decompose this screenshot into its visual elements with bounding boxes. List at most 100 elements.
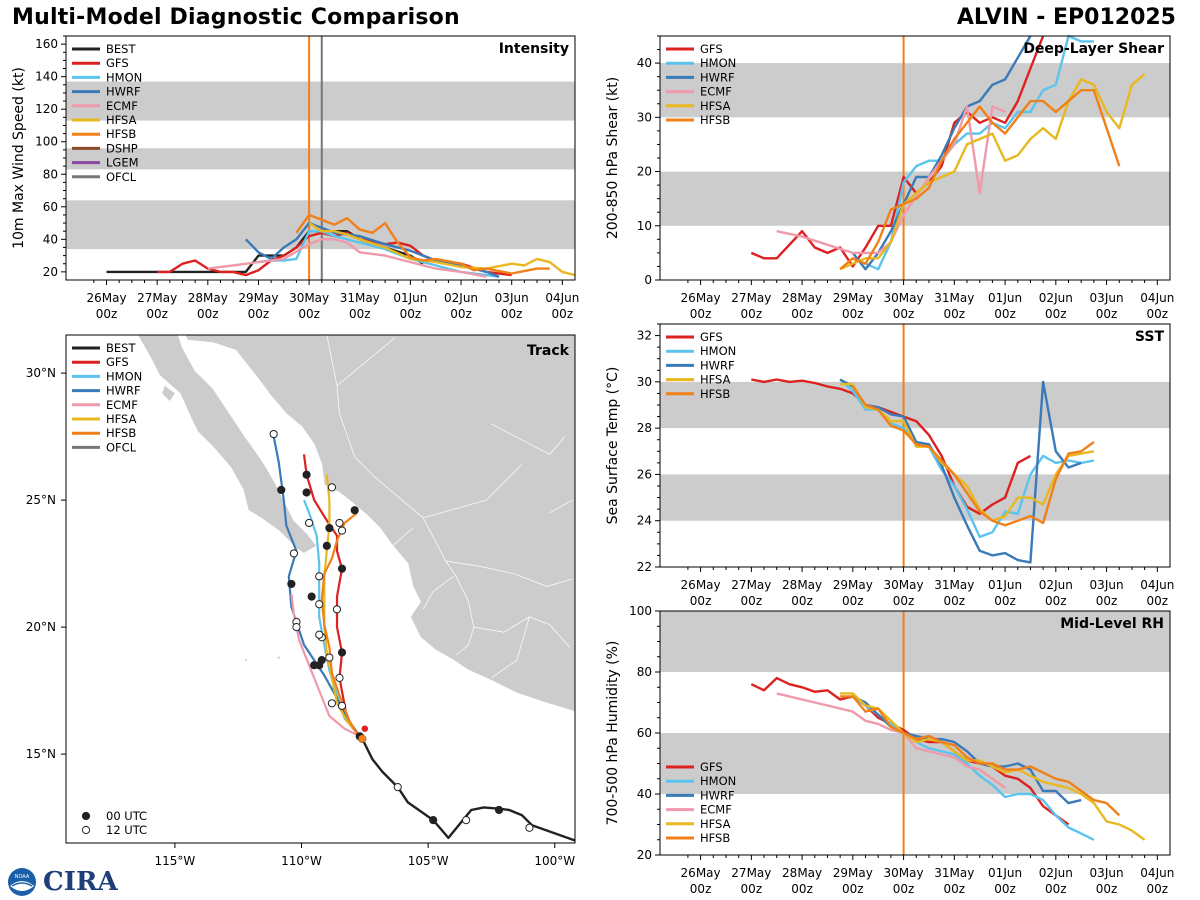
sst-x-tick-label: 00z: [994, 594, 1016, 608]
rh-x-tick-label: 29May: [833, 866, 873, 880]
shear-series-ecmf: [776, 105, 1006, 255]
intensity-x-tick-label: 00z: [450, 307, 472, 321]
track-position-marker: [332, 605, 342, 614]
shear-x-tick-label: 02Jun: [1039, 291, 1073, 305]
rh-panel-title: Mid-Level RH: [1060, 616, 1164, 632]
shear-x-tick-label: 00z: [791, 307, 813, 321]
shear-x-tick-label: 00z: [944, 307, 966, 321]
intensity-x-tick-label: 00z: [197, 307, 219, 321]
intensity-x-tick-label: 28May: [188, 291, 228, 305]
track-y-tick-label: 25°N: [26, 493, 56, 507]
sst-y-tick-label: 22: [637, 560, 652, 574]
rh-x-tick-label: 00z: [1096, 882, 1118, 896]
track-marker-legend-symbol: [81, 811, 91, 821]
track-position-marker: [350, 506, 359, 515]
intensity-y-tick-label: 60: [43, 200, 58, 214]
intensity-x-tick-label: 03Jun: [495, 291, 529, 305]
intensity-x-tick-label: 00z: [248, 307, 270, 321]
sst-legend-label: HFSA: [700, 373, 731, 387]
shear-x-tick-label: 00z: [842, 307, 864, 321]
shear-x-tick-label: 26May: [681, 291, 721, 305]
track-x-tick-label: 115°W: [154, 854, 195, 868]
rh-legend-label: ECMF: [700, 803, 732, 817]
intensity-series-hfsa: [308, 222, 576, 277]
track-state-border: [491, 616, 530, 679]
rh-x-tick-label: 00z: [1045, 882, 1067, 896]
rh-x-tick-label: 04Jun: [1140, 866, 1174, 880]
intensity-x-tick-label: 00z: [146, 307, 168, 321]
track-position-marker: [287, 579, 296, 589]
shear-series-hwrf: [851, 35, 1032, 271]
track-gfs-start: [361, 725, 369, 732]
rh-series-ecmf: [776, 692, 1006, 789]
page-title: Multi-Model Diagnostic Comparison: [12, 5, 460, 30]
track-frame: [65, 334, 576, 844]
intensity-y-tick-label: 20: [43, 265, 58, 279]
rh-y-tick-label: 20: [637, 848, 652, 862]
sst-x-tick-label: 01Jun: [988, 578, 1022, 592]
noaa-seal-icon: NOAA: [8, 868, 36, 896]
shear-x-tick-label: 30May: [884, 291, 924, 305]
track-x-tick-label: 110°W: [281, 854, 322, 868]
track-current-position: [358, 735, 367, 743]
track-best-marker: [325, 653, 334, 662]
intensity-band: [66, 148, 575, 170]
intensity-series-hfsb: [295, 213, 550, 275]
sst-x-tick-label: 04Jun: [1140, 578, 1174, 592]
rh-x-tick-label: 01Jun: [988, 866, 1022, 880]
track-state-border: [336, 337, 396, 387]
shear-y-tick-label: 10: [637, 219, 652, 233]
track-position-marker: [277, 485, 286, 495]
shear-y-tick-label: 20: [637, 165, 652, 179]
track-series-hwrf: [272, 436, 361, 737]
rh-legend-label: HFSA: [700, 817, 731, 831]
track-best-marker: [317, 656, 326, 665]
sst-x-tick-label: 00z: [893, 594, 915, 608]
track-position-marker: [315, 572, 324, 581]
intensity-legend-label: BEST: [106, 42, 136, 56]
intensity-y-tick-label: 140: [35, 70, 58, 84]
shear-x-tick-label: 00z: [690, 307, 712, 321]
track-state-border: [445, 560, 573, 587]
intensity-x-tick-label: 30May: [289, 291, 329, 305]
shear-x-tick-label: 31May: [934, 291, 974, 305]
track-position-marker: [337, 701, 347, 710]
sst-band: [660, 474, 1170, 521]
rh-x-tick-label: 00z: [741, 882, 763, 896]
track-map: [66, 335, 575, 843]
track-best-marker: [429, 816, 438, 825]
track-marker-legend-label: 12 UTC: [106, 823, 147, 837]
track-marker-legend-symbol: [81, 825, 91, 835]
shear-legend-label: HMON: [700, 56, 736, 70]
intensity-legend-label: HFSB: [106, 127, 136, 141]
track-series-best: [361, 738, 575, 842]
shear-x-tick-label: 00z: [1045, 307, 1067, 321]
shear-legend-label: HFSB: [700, 113, 730, 127]
rh-legend-label: HMON: [700, 774, 736, 788]
sst-x-tick-label: 00z: [1096, 594, 1118, 608]
track-legend-label: HFSA: [106, 412, 137, 426]
shear-panel-title: Deep-Layer Shear: [1023, 41, 1164, 57]
track-position-marker: [337, 648, 347, 657]
track-series-hfsb: [320, 511, 361, 740]
track-legend-label: GFS: [106, 355, 129, 369]
sst-y-tick-label: 28: [637, 421, 652, 435]
shear-legend-label: HWRF: [700, 70, 735, 84]
shear-x-tick-label: 04Jun: [1140, 291, 1174, 305]
intensity-y-tick-label: 100: [35, 135, 58, 149]
sst-x-tick-label: 02Jun: [1039, 578, 1073, 592]
intensity-y-axis-label: 10m Max Wind Speed (kt): [11, 67, 27, 249]
rh-legend-label: HWRF: [700, 788, 735, 802]
rh-y-tick-label: 100: [629, 604, 652, 618]
shear-series-hfsa: [839, 73, 1146, 271]
track-island: [277, 656, 280, 659]
intensity-x-tick-label: 26May: [86, 291, 126, 305]
track-best-marker: [462, 816, 471, 825]
rh-x-tick-label: 00z: [1147, 882, 1169, 896]
track-state-border: [491, 423, 566, 455]
rh-x-tick-label: 02Jun: [1039, 866, 1073, 880]
intensity-y-tick-label: 80: [43, 167, 58, 181]
sst-y-tick-label: 32: [637, 329, 652, 343]
track-state-border: [423, 464, 523, 519]
rh-x-tick-label: 27May: [731, 866, 771, 880]
